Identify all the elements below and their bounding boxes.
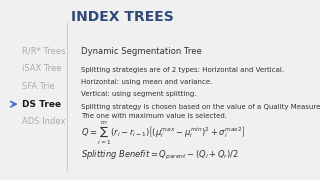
Text: SFA Trie: SFA Trie (22, 82, 55, 91)
Text: $Q = \sum_{i=1}^{m}(r_i - r_{i-1})\left[(\mu_i^{max} - \mu_i^{min})^2 + \sigma_i: $Q = \sum_{i=1}^{m}(r_i - r_{i-1})\left[… (81, 120, 245, 147)
Text: Splitting strategy is chosen based on the value of a Quality Measure.: Splitting strategy is chosen based on th… (81, 104, 320, 110)
Text: Vertical: using segment splitting.: Vertical: using segment splitting. (81, 91, 197, 97)
Text: Splitting strategies are of 2 types: Horizontal and Vertical.: Splitting strategies are of 2 types: Hor… (81, 67, 284, 73)
Text: DS Tree: DS Tree (22, 100, 61, 109)
Text: ADS Index: ADS Index (22, 117, 65, 126)
Text: R/R* Trees: R/R* Trees (22, 46, 65, 55)
Text: INDEX TREES: INDEX TREES (71, 10, 174, 24)
Text: iSAX Tree: iSAX Tree (22, 64, 61, 73)
Text: Horizontal: using mean and variance.: Horizontal: using mean and variance. (81, 79, 212, 85)
Text: Dynamic Segmentation Tree: Dynamic Segmentation Tree (81, 46, 202, 55)
Text: The one with maximum value is selected.: The one with maximum value is selected. (81, 113, 227, 119)
Text: $Splitting\ Benefit = Q_{parent} - (Q_l + Q_r)/2$: $Splitting\ Benefit = Q_{parent} - (Q_l … (81, 149, 239, 162)
